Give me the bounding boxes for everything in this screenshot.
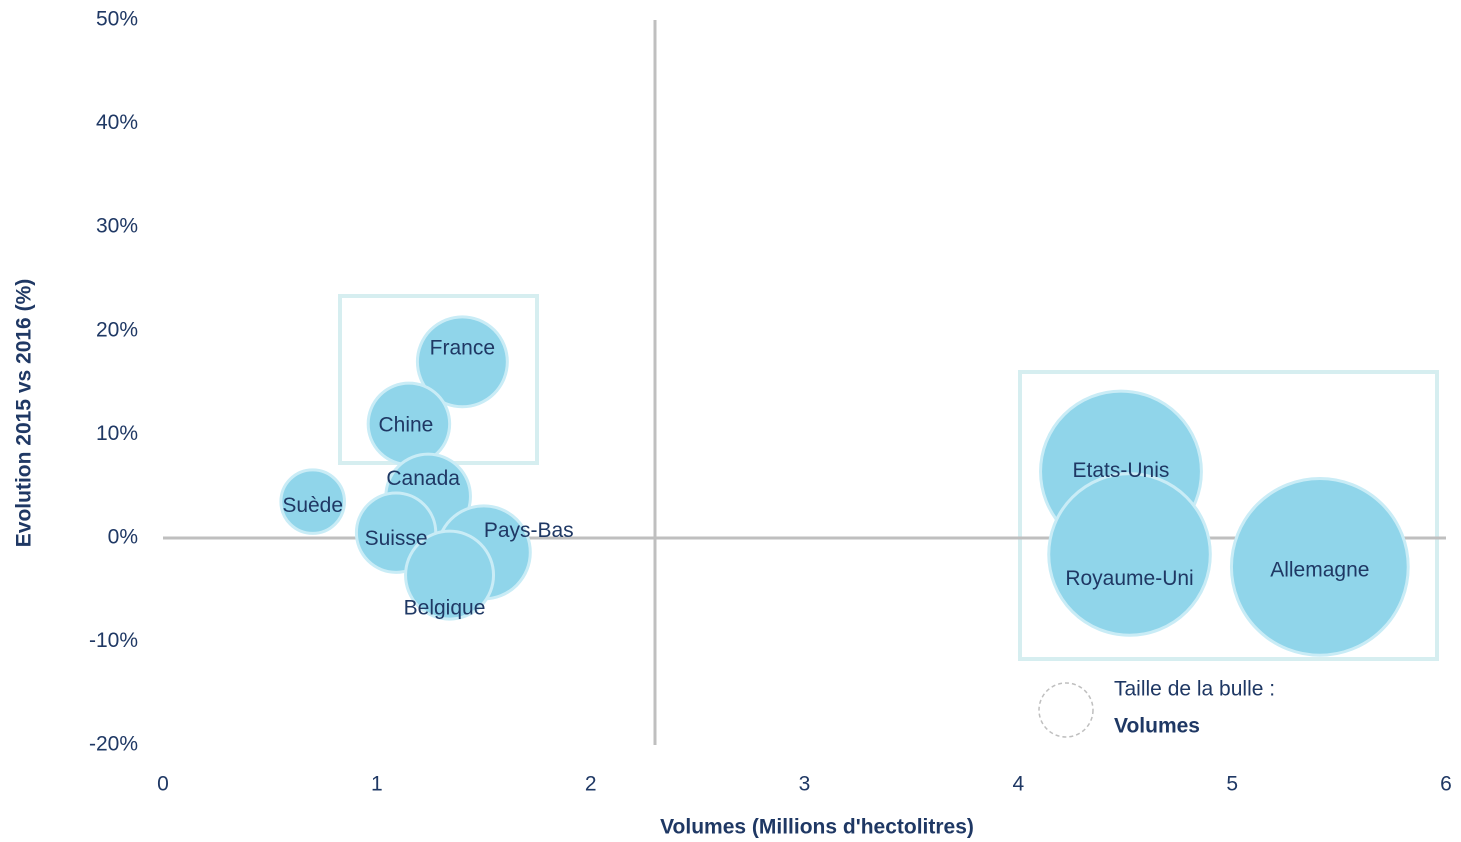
x-tick-label: 1 xyxy=(371,773,383,796)
bubble-label: Etats-Unis xyxy=(1073,459,1170,482)
bubble xyxy=(415,315,509,409)
y-tick-label: 0% xyxy=(108,525,138,548)
y-tick-label: -20% xyxy=(89,733,138,756)
x-tick-label: 0 xyxy=(157,773,169,796)
y-axis-title: Evolution 2015 vs 2016 (%) xyxy=(13,279,36,547)
size-legend-value: Volumes xyxy=(1114,715,1200,738)
bubble-label: Pays-Bas xyxy=(484,519,574,542)
x-axis-title: Volumes (Millions d'hectolitres) xyxy=(660,816,974,839)
bubble xyxy=(1047,472,1212,637)
y-tick-label: -10% xyxy=(89,629,138,652)
x-tick-label: 6 xyxy=(1440,773,1452,796)
x-tick-label: 5 xyxy=(1226,773,1238,796)
bubble xyxy=(1229,476,1410,657)
bubble-label: Allemagne xyxy=(1270,558,1369,581)
x-tick-label: 2 xyxy=(585,773,597,796)
bubble-label: Suède xyxy=(282,494,343,517)
y-tick-label: 10% xyxy=(96,422,138,445)
y-tick-label: 30% xyxy=(96,215,138,238)
bubble xyxy=(404,529,496,621)
bubble xyxy=(279,468,346,535)
size-legend-label: Taille de la bulle : xyxy=(1114,678,1275,701)
bubble-label: Canada xyxy=(386,467,460,490)
y-tick-label: 40% xyxy=(96,111,138,134)
bubble-label: Belgique xyxy=(404,597,486,620)
x-tick-label: 3 xyxy=(799,773,811,796)
bubble-label: France xyxy=(430,336,495,359)
x-tick-label: 4 xyxy=(1012,773,1024,796)
y-tick-label: 50% xyxy=(96,8,138,31)
y-tick-label: 20% xyxy=(96,318,138,341)
bubble-label: Chine xyxy=(378,413,433,436)
size-legend-icon xyxy=(1038,682,1094,738)
bubble-label: Royaume-Uni xyxy=(1065,567,1193,590)
group-box xyxy=(1018,370,1439,661)
bubble-label: Suisse xyxy=(365,527,428,550)
